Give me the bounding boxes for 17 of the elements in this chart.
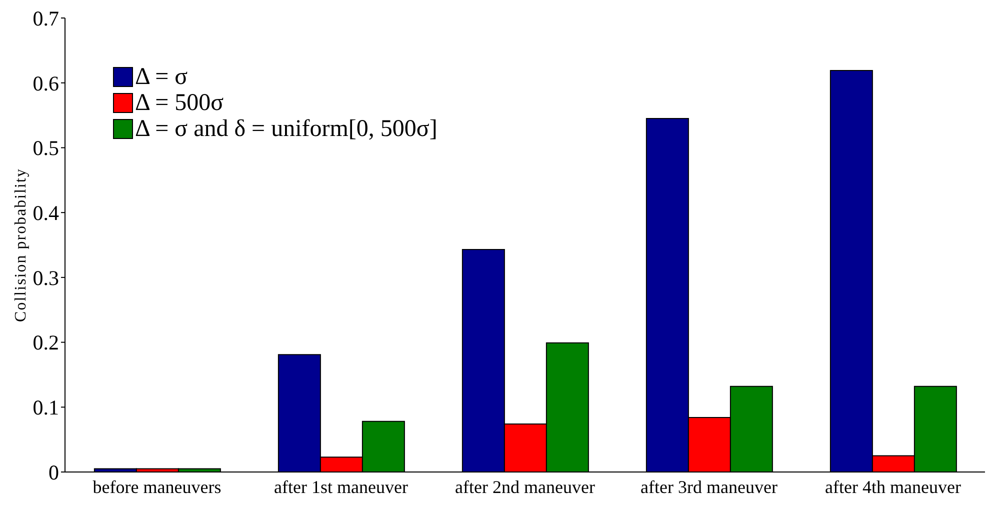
y-tick-label: 0.5 bbox=[32, 136, 59, 160]
x-tick-label: after 4th maneuver bbox=[825, 476, 961, 497]
x-tick-label: after 2nd maneuver bbox=[455, 476, 595, 497]
y-tick-label: 0.3 bbox=[32, 266, 59, 290]
x-tick-label: after 1st maneuver bbox=[274, 476, 408, 497]
y-tick-label: 0.1 bbox=[32, 396, 59, 420]
legend-label: Δ = σ bbox=[135, 64, 188, 90]
y-tick-label: 0.7 bbox=[32, 6, 59, 30]
legend-label: Δ = σ and δ = uniform[0, 500σ] bbox=[135, 116, 438, 142]
x-tick-label: before maneuvers bbox=[92, 476, 222, 497]
y-tick-label: 0 bbox=[48, 460, 59, 484]
y-tick-label: 0.2 bbox=[32, 330, 59, 355]
y-tick-label: 0.4 bbox=[32, 201, 60, 226]
y-tick-label: 0.6 bbox=[32, 71, 59, 96]
x-tick-label: after 3rd maneuver bbox=[640, 476, 778, 497]
legend-label: Δ = 500σ bbox=[135, 90, 224, 116]
y-axis-title: Collision probability bbox=[12, 168, 30, 322]
